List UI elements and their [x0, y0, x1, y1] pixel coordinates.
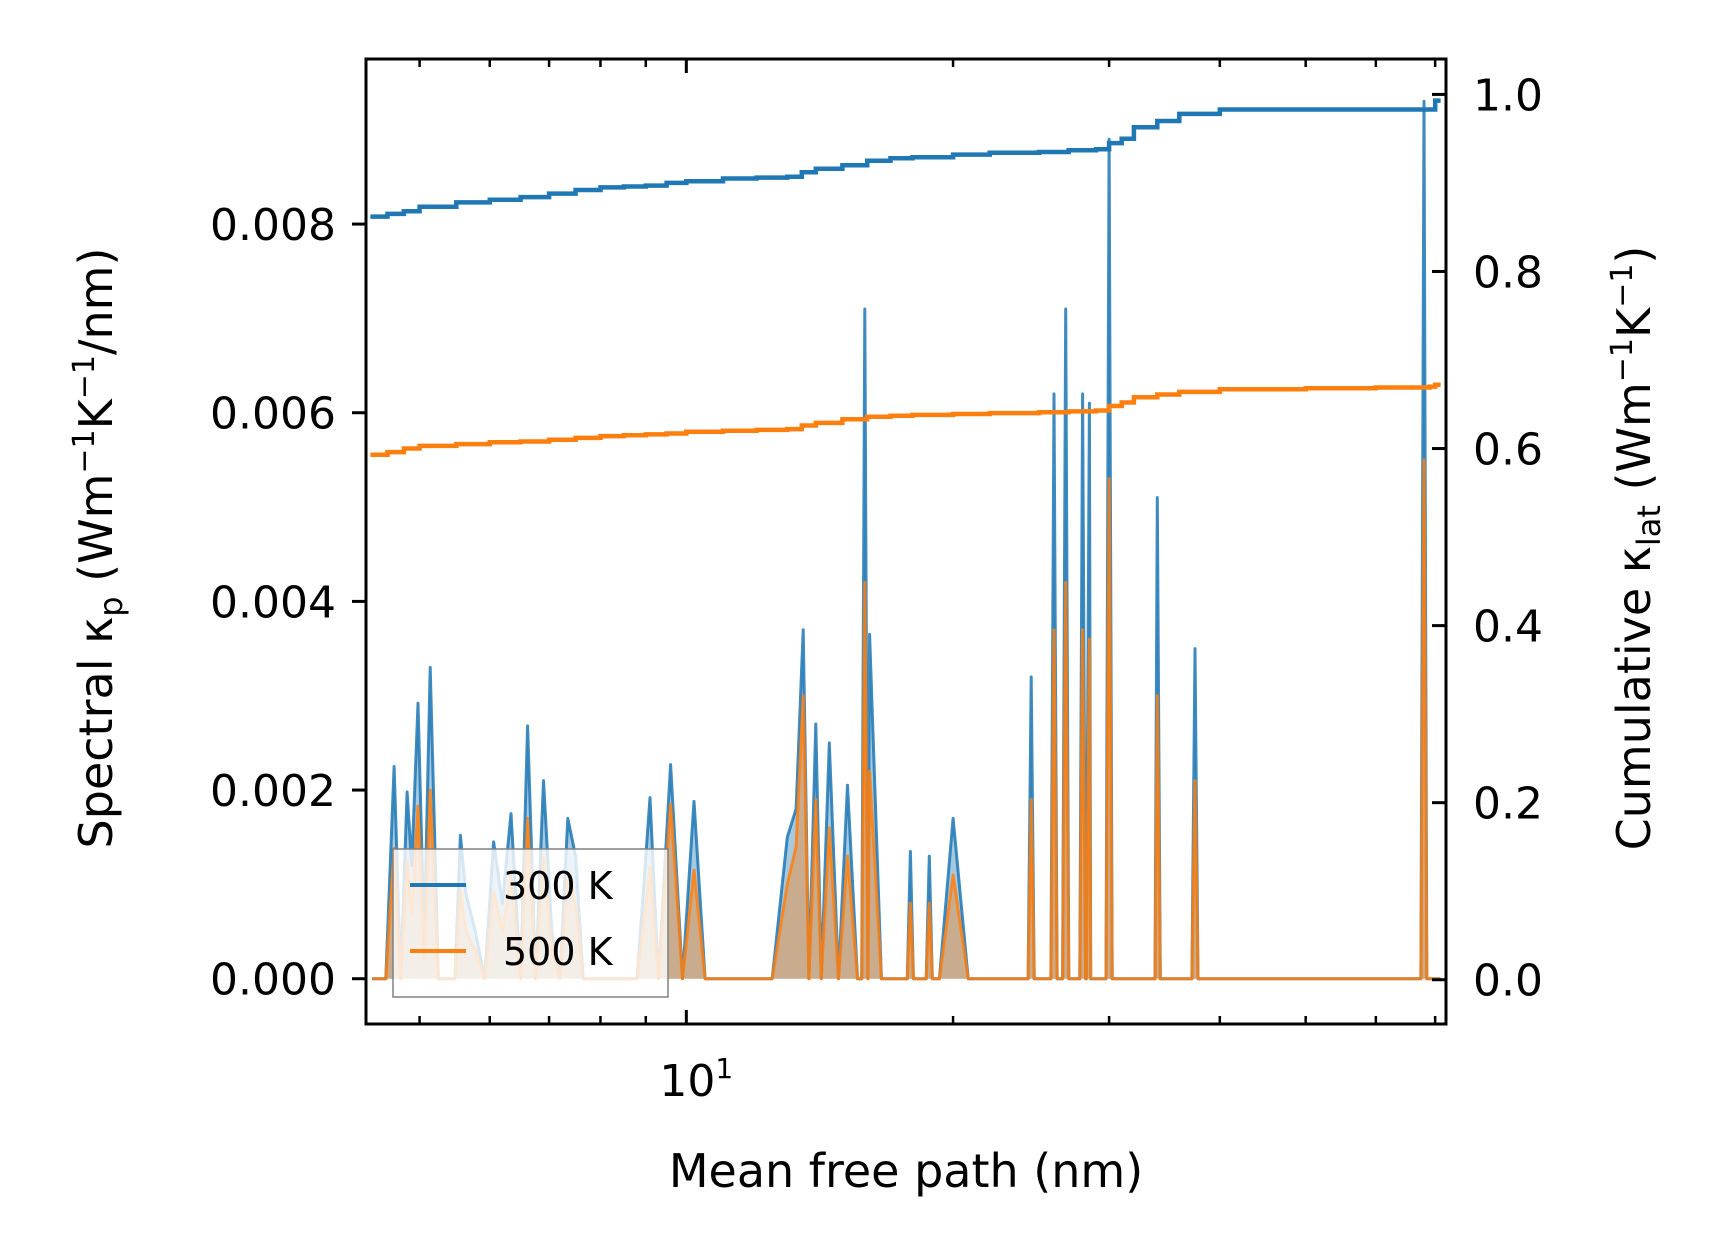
- cumulative-500k: [370, 382, 1441, 457]
- right-tick-label: 0.8: [1473, 247, 1543, 298]
- left-tick-label: 0.002: [210, 766, 336, 817]
- left-tick-label: 0.008: [210, 200, 336, 251]
- right-tick-label: 0.6: [1473, 425, 1543, 476]
- right-tick-label: 0.4: [1473, 602, 1543, 653]
- x-axis-title: Mean free path (nm): [669, 1144, 1143, 1198]
- plot-frame: [364, 57, 1448, 1026]
- right-tick-label: 1.0: [1473, 70, 1543, 121]
- right-tick-label: 0.0: [1473, 956, 1543, 1007]
- x-tick-label-10: 101: [659, 1052, 733, 1107]
- left-tick-label: 0.006: [210, 389, 336, 440]
- left-tick-label: 0.004: [210, 577, 336, 628]
- cumulative-300k: [370, 98, 1441, 219]
- legend-label-500k: 500 K: [503, 930, 614, 974]
- legend-label-300k: 300 K: [503, 864, 614, 908]
- left-tick-label: 0.000: [210, 955, 336, 1006]
- legend: 300 K 500 K: [392, 848, 669, 998]
- left-axis-title: Spectral κp (Wm−1K−1/nm): [67, 248, 130, 849]
- legend-box: [392, 848, 669, 998]
- right-axis-title: Cumulative κlat (Wm−1K−1): [1605, 246, 1668, 851]
- right-tick-label: 0.2: [1473, 779, 1543, 830]
